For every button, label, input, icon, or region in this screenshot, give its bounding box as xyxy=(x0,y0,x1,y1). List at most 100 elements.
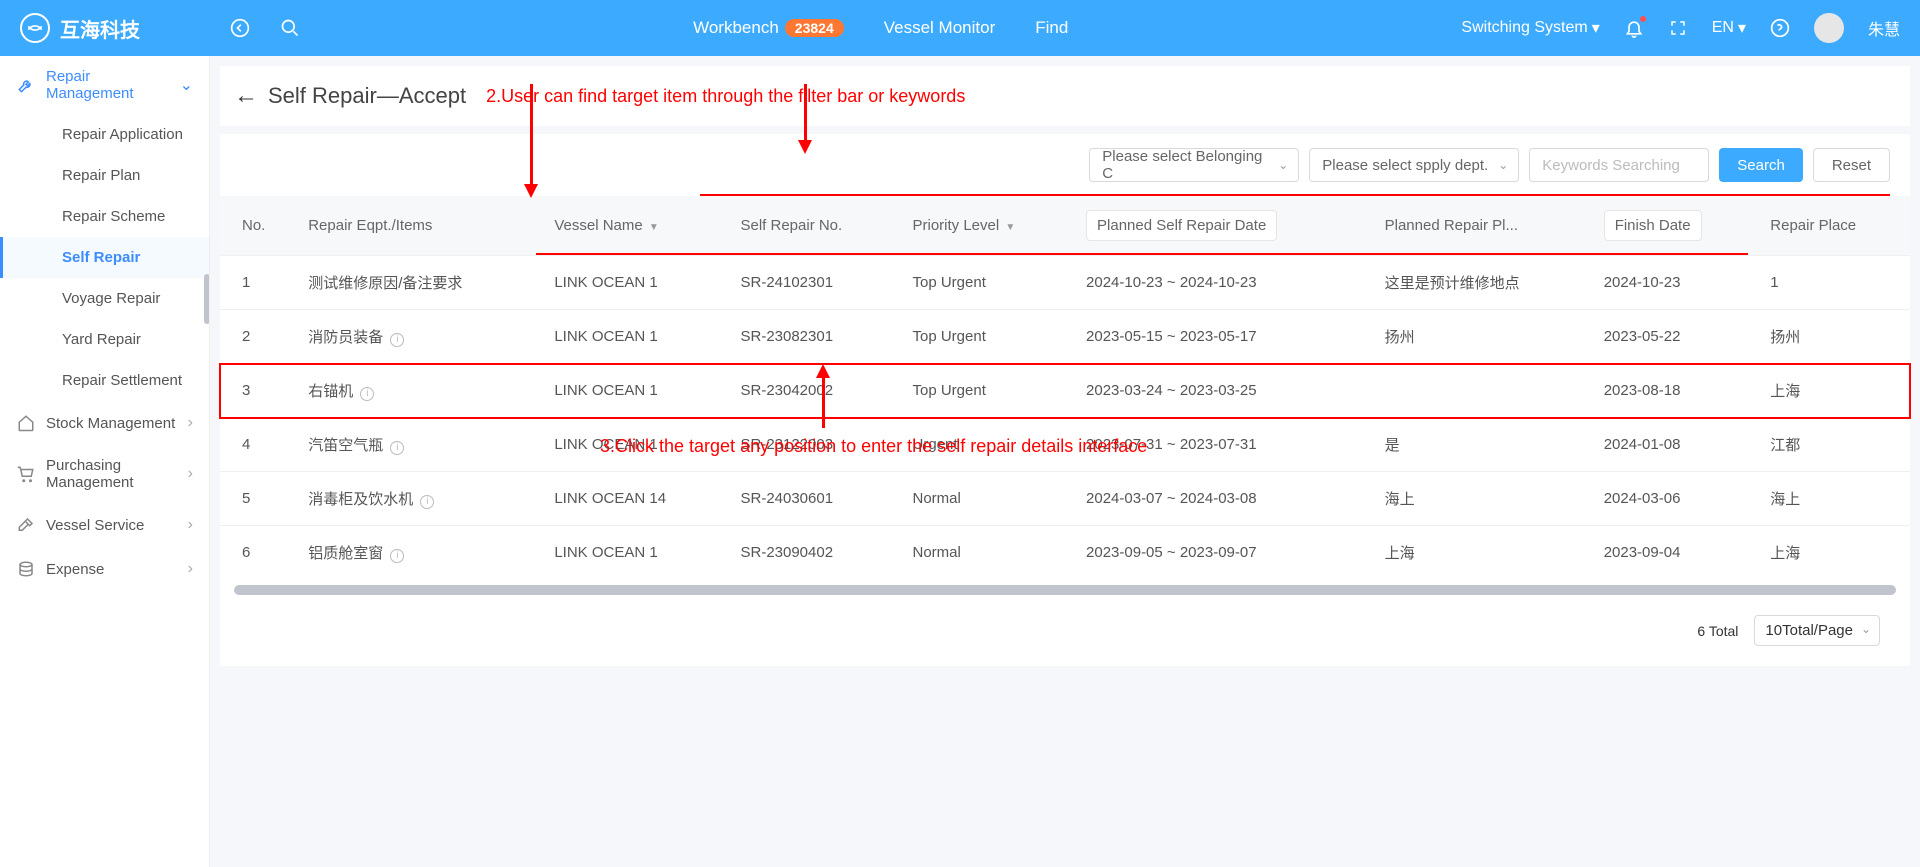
sidebar: Repair Management ⌄ Repair Application R… xyxy=(0,56,210,867)
col-vessel[interactable]: Vessel Name ▼ xyxy=(544,196,730,256)
cell-planned-place: 扬州 xyxy=(1375,310,1594,364)
table-row[interactable]: 2消防员装备 iLINK OCEAN 1SR-23082301Top Urgen… xyxy=(220,310,1910,364)
back-arrow-icon[interactable]: ← xyxy=(234,82,258,110)
sidebar-section-stock-management[interactable]: Stock Management › xyxy=(0,401,209,445)
chevron-right-icon: › xyxy=(188,516,193,534)
nav-workbench[interactable]: Workbench 23824 xyxy=(693,18,844,38)
horizontal-scrollbar[interactable] xyxy=(234,585,1896,595)
info-icon: i xyxy=(390,549,404,563)
main-content: ← Self Repair—Accept 2.User can find tar… xyxy=(210,56,1920,867)
notification-dot-icon xyxy=(1640,16,1646,22)
sidebar-item-yard-repair[interactable]: Yard Repair xyxy=(0,319,209,360)
cell-priority: Normal xyxy=(903,472,1077,526)
chevron-down-icon: ⌄ xyxy=(1278,158,1288,172)
fullscreen-icon[interactable] xyxy=(1668,18,1688,38)
cell-finish: 2023-05-22 xyxy=(1594,310,1761,364)
cell-vessel: LINK OCEAN 1 xyxy=(544,364,730,418)
sidebar-item-repair-application[interactable]: Repair Application xyxy=(0,114,209,155)
table-row[interactable]: 1测试维修原因/备注要求LINK OCEAN 1SR-24102301Top U… xyxy=(220,256,1910,310)
annotation-2: 2.User can find target item through the … xyxy=(486,86,965,107)
cell-planned-date: 2023-05-15 ~ 2023-05-17 xyxy=(1076,310,1375,364)
cell-place: 上海 xyxy=(1760,526,1910,580)
cell-srno: SR-23042002 xyxy=(730,364,902,418)
back-circle-icon[interactable] xyxy=(230,18,250,38)
language-dropdown[interactable]: EN▾ xyxy=(1712,18,1746,38)
col-planned-place: Planned Repair Pl... xyxy=(1375,196,1594,256)
keywords-input[interactable] xyxy=(1529,148,1709,182)
sidebar-section-vessel-service[interactable]: Vessel Service › xyxy=(0,503,209,547)
hammer-icon xyxy=(16,515,36,535)
title-row: ← Self Repair—Accept 2.User can find tar… xyxy=(220,66,1910,134)
search-icon[interactable] xyxy=(280,18,300,38)
cell-eqpt: 消毒柜及饮水机 i xyxy=(298,472,544,526)
info-icon: i xyxy=(360,387,374,401)
nav-workbench-label: Workbench xyxy=(693,18,779,38)
sidebar-item-voyage-repair[interactable]: Voyage Repair xyxy=(0,278,209,319)
nav-vessel-monitor[interactable]: Vessel Monitor xyxy=(884,18,996,38)
sidebar-item-repair-settlement[interactable]: Repair Settlement xyxy=(0,360,209,401)
cell-planned-date: 2023-03-24 ~ 2023-03-25 xyxy=(1076,364,1375,418)
cell-priority: Top Urgent xyxy=(903,364,1077,418)
col-planned-date[interactable]: Planned Self Repair Date xyxy=(1076,196,1375,256)
wrench-icon xyxy=(16,75,36,95)
col-eqpt: Repair Eqpt./Items xyxy=(298,196,544,256)
chevron-down-icon: ⌄ xyxy=(180,75,193,95)
cell-no: 2 xyxy=(220,310,298,364)
cell-eqpt: 汽笛空气瓶 i xyxy=(298,418,544,472)
sort-icon: ▼ xyxy=(649,222,659,233)
sidebar-section-expense[interactable]: Expense › xyxy=(0,547,209,591)
total-count: 6 Total xyxy=(1697,623,1738,639)
stack-icon xyxy=(16,559,36,579)
belonging-select[interactable]: Please select Belonging C⌄ xyxy=(1089,148,1299,182)
cell-no: 6 xyxy=(220,526,298,580)
filter-bar: Please select Belonging C⌄ Please select… xyxy=(220,134,1910,196)
table-row[interactable]: 3右锚机 iLINK OCEAN 1SR-23042002Top Urgent2… xyxy=(220,364,1910,418)
info-icon: i xyxy=(390,441,404,455)
col-finish[interactable]: Finish Date xyxy=(1594,196,1761,256)
notifications-icon[interactable] xyxy=(1624,18,1644,38)
help-icon[interactable] xyxy=(1770,18,1790,38)
col-priority[interactable]: Priority Level ▼ xyxy=(903,196,1077,256)
cell-finish: 2023-09-04 xyxy=(1594,526,1761,580)
cell-planned-place xyxy=(1375,364,1594,418)
switching-system-dropdown[interactable]: Switching System▾ xyxy=(1461,18,1599,38)
sidebar-item-repair-plan[interactable]: Repair Plan xyxy=(0,155,209,196)
cell-planned-place: 这里是预计维修地点 xyxy=(1375,256,1594,310)
chevron-down-icon: ⌄ xyxy=(1861,622,1871,636)
cell-vessel: LINK OCEAN 1 xyxy=(544,310,730,364)
chevron-right-icon: › xyxy=(188,414,193,432)
cell-finish: 2024-10-23 xyxy=(1594,256,1761,310)
cell-finish: 2024-03-06 xyxy=(1594,472,1761,526)
page-size-select[interactable]: 10Total/Page⌄ xyxy=(1754,615,1880,646)
sort-icon: ▼ xyxy=(1005,222,1015,233)
cell-no: 3 xyxy=(220,364,298,418)
dept-select[interactable]: Please select spply dept.⌄ xyxy=(1309,148,1519,182)
avatar[interactable] xyxy=(1814,13,1844,43)
sidebar-item-self-repair[interactable]: Self Repair xyxy=(0,237,209,278)
info-icon: i xyxy=(420,495,434,509)
cell-planned-place: 海上 xyxy=(1375,472,1594,526)
cell-srno: SR-24030601 xyxy=(730,472,902,526)
search-button[interactable]: Search xyxy=(1719,148,1803,182)
annotation-3: 3.Click the target any position to enter… xyxy=(600,436,1147,457)
table-row[interactable]: 5消毒柜及饮水机 iLINK OCEAN 14SR-24030601Normal… xyxy=(220,472,1910,526)
cell-vessel: LINK OCEAN 1 xyxy=(544,526,730,580)
cell-srno: SR-24102301 xyxy=(730,256,902,310)
nav-find[interactable]: Find xyxy=(1035,18,1068,38)
cell-place: 1 xyxy=(1760,256,1910,310)
sidebar-section-purchasing-management[interactable]: Purchasing Management › xyxy=(0,445,209,503)
cell-vessel: LINK OCEAN 1 xyxy=(544,256,730,310)
cell-planned-place: 是 xyxy=(1375,418,1594,472)
reset-button[interactable]: Reset xyxy=(1813,148,1890,182)
topbar-right: Switching System▾ EN▾ 朱慧 xyxy=(1461,13,1900,43)
cell-no: 1 xyxy=(220,256,298,310)
cell-no: 5 xyxy=(220,472,298,526)
cell-place: 江都 xyxy=(1760,418,1910,472)
sidebar-item-repair-scheme[interactable]: Repair Scheme xyxy=(0,196,209,237)
chevron-down-icon: ▾ xyxy=(1738,18,1746,38)
col-no: No. xyxy=(220,196,298,256)
sidebar-label: Repair Management xyxy=(46,68,170,102)
chevron-right-icon: › xyxy=(188,560,193,578)
sidebar-section-repair-management[interactable]: Repair Management ⌄ xyxy=(0,56,209,114)
table-row[interactable]: 6铝质舱室窗 iLINK OCEAN 1SR-23090402Normal202… xyxy=(220,526,1910,580)
